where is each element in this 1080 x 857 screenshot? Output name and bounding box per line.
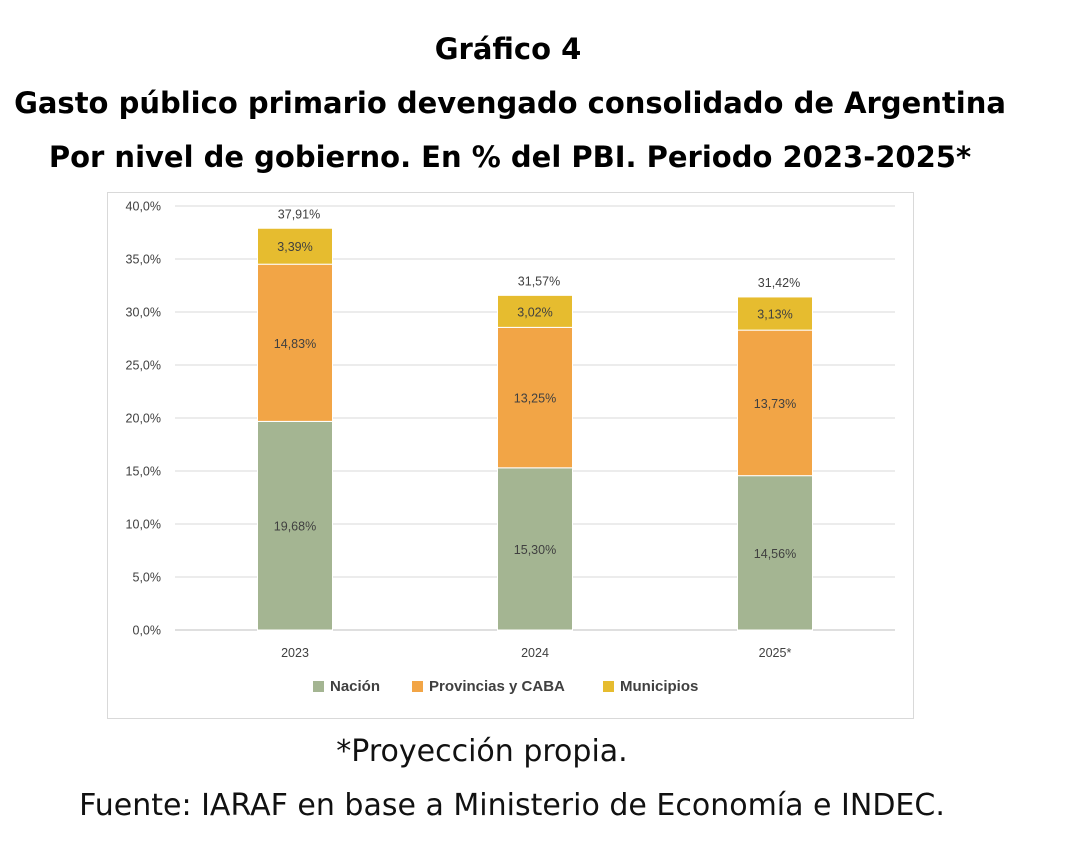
chart-number: Gráfico 4	[434, 32, 582, 66]
x-tick-label: 2024	[521, 646, 549, 660]
total-label: 31,42%	[758, 276, 800, 290]
y-tick-label: 15,0%	[126, 465, 161, 479]
bar-segment	[737, 329, 813, 477]
y-tick-label: 10,0%	[126, 518, 161, 532]
y-tick-label: 5,0%	[133, 571, 162, 585]
stacked-bar-chart: 0,0% 5,0% 10,0% 15,0% 20,0% 25,0% 30,0% 35,0% 40…	[126, 200, 895, 695]
data-label: 13,73%	[754, 397, 796, 411]
data-label: 13,25%	[514, 392, 556, 406]
bar-segment	[257, 263, 333, 422]
x-tick-label: 2023	[281, 646, 309, 660]
bar-segment	[497, 294, 573, 328]
data-label: 14,83%	[274, 337, 316, 351]
y-tick-label: 35,0%	[126, 253, 161, 267]
total-label: 37,91%	[278, 207, 320, 221]
legend-swatch	[603, 681, 614, 692]
y-tick-label: 25,0%	[126, 359, 161, 373]
data-label: 3,02%	[517, 305, 552, 319]
legend-label: Provincias y CABA	[429, 678, 565, 695]
chart-area: 0,0% 5,0% 10,0% 15,0% 20,0% 25,0% 30,0% 35,0% 40…	[107, 192, 914, 719]
bar-segment	[257, 227, 333, 265]
total-label: 31,57%	[518, 274, 560, 288]
legend-swatch	[313, 681, 324, 692]
legend-label: Municipios	[620, 678, 698, 695]
legend-label: Nación	[330, 678, 380, 695]
data-label: 3,13%	[757, 308, 792, 322]
data-label: 14,56%	[754, 547, 796, 561]
source-note: Fuente: IARAF en base a Ministerio de Ec…	[79, 788, 945, 823]
data-label: 19,68%	[274, 520, 316, 534]
x-tick-label: 2025*	[759, 646, 792, 660]
bar-segment	[737, 296, 813, 331]
y-tick-label: 30,0%	[126, 306, 161, 320]
y-tick-label: 40,0%	[126, 200, 161, 214]
data-label: 3,39%	[277, 240, 312, 254]
bar-segment	[497, 467, 573, 631]
y-tick-label: 0,0%	[133, 624, 162, 638]
bar-segment	[257, 420, 333, 631]
legend-swatch	[412, 681, 423, 692]
projection-note: *Proyección propia.	[336, 734, 628, 769]
y-tick-label: 20,0%	[126, 412, 161, 426]
data-label: 15,30%	[514, 543, 556, 557]
chart-title: Gasto público primario devengado consoli…	[14, 86, 1006, 120]
chart-subtitle: Por nivel de gobierno. En % del PBI. Per…	[48, 140, 972, 174]
bar-segment	[497, 326, 573, 469]
